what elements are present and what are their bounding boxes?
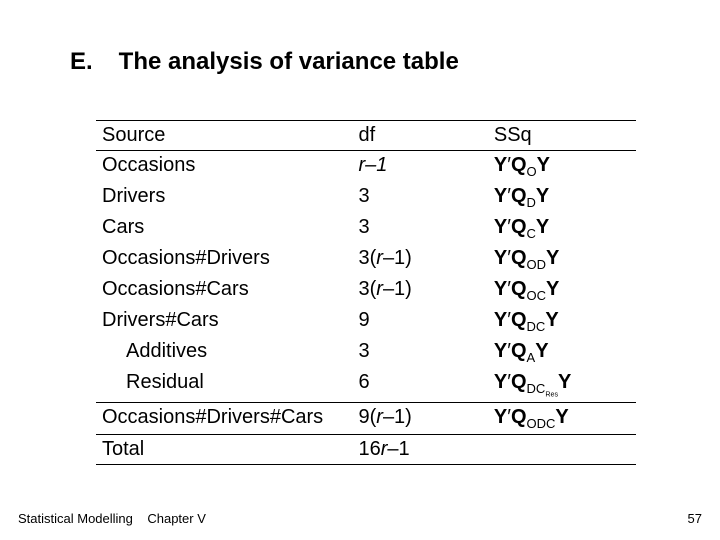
row-df: 3 [352, 182, 487, 213]
row-source: Drivers#Cars [96, 306, 352, 337]
row-df: r–1 [352, 151, 487, 183]
slide-footer: Statistical Modelling Chapter V 57 [18, 511, 702, 526]
row-source: Additives [96, 337, 352, 368]
row-df: 3 [352, 213, 487, 244]
title-text: The analysis of variance table [119, 48, 459, 75]
row-ssq: Y′QDCResY [488, 368, 636, 402]
slide-title: E. The analysis of variance table [70, 48, 459, 76]
row-df: 9(r–1) [352, 402, 487, 434]
row-df: 3 [352, 337, 487, 368]
col-header-df: df [352, 121, 487, 151]
row-ssq: Y′QOY [488, 151, 636, 183]
row-df: 9 [352, 306, 487, 337]
row-df: 16r–1 [352, 434, 487, 464]
footer-page: 57 [688, 511, 702, 526]
row-source: Total [96, 434, 352, 464]
col-header-source: Source [96, 121, 352, 151]
col-header-ssq: SSq [488, 121, 636, 151]
row-ssq: Y′QODY [488, 244, 636, 275]
row-source: Drivers [96, 182, 352, 213]
title-label: E. [70, 48, 112, 76]
row-source: Occasions#Drivers [96, 244, 352, 275]
row-source: Occasions#Drivers#Cars [96, 402, 352, 434]
row-source: Residual [96, 368, 352, 402]
row-ssq [488, 434, 636, 464]
row-ssq: Y′QCY [488, 213, 636, 244]
row-source: Cars [96, 213, 352, 244]
footer-chapter: Chapter V [147, 511, 206, 526]
row-source: Occasions [96, 151, 352, 183]
row-df: 3(r–1) [352, 275, 487, 306]
row-ssq: Y′QOCY [488, 275, 636, 306]
row-source: Occasions#Cars [96, 275, 352, 306]
row-df: 6 [352, 368, 487, 402]
row-ssq: Y′QAY [488, 337, 636, 368]
row-ssq: Y′QDCY [488, 306, 636, 337]
row-ssq: Y′QDY [488, 182, 636, 213]
row-df: 3(r–1) [352, 244, 487, 275]
row-ssq: Y′QODCY [488, 402, 636, 434]
footer-left: Statistical Modelling [18, 511, 133, 526]
anova-table: Source df SSq Occasions r–1 Y′QOY Driver… [96, 120, 636, 465]
